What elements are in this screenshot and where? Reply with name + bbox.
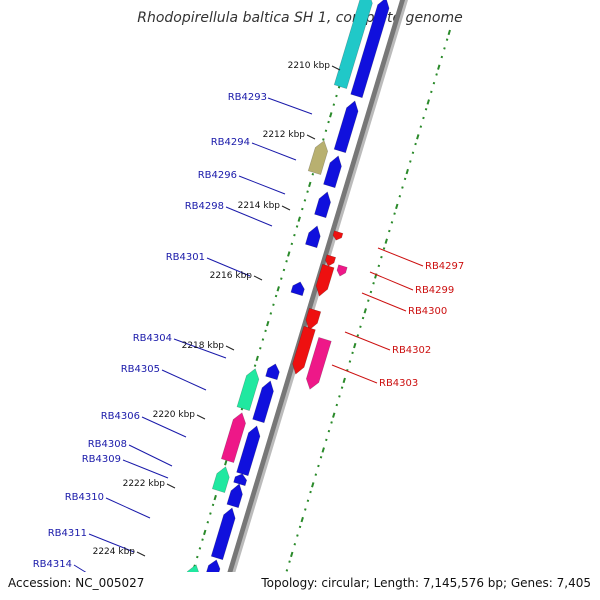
gene-arrow-rev-0[interactable] (332, 230, 344, 241)
reverse-gene-labels: RB4297 RB4299 RB4300 RB4302 RB4303 (379, 261, 464, 389)
gene-label-rb4298[interactable]: RB4298 (185, 201, 224, 212)
gene-arrow-fwd-7[interactable] (252, 380, 274, 424)
gene-arrow-fwd-8[interactable] (236, 425, 261, 477)
gene-label-rb4306[interactable]: RB4306 (101, 411, 140, 422)
gene-block-outer-1[interactable] (307, 140, 329, 175)
kbp-label: 2210 kbp (288, 61, 331, 71)
label-leaders (73, 97, 424, 587)
gene-block-outer-3[interactable] (220, 412, 246, 463)
kbp-scale: 2210 kbp 2212 kbp 2214 kbp 2216 kbp 2218… (93, 61, 341, 557)
backbone (219, 0, 405, 600)
gene-arrow-rev-6[interactable] (305, 337, 332, 390)
gene-arrow-fwd-10[interactable] (226, 483, 243, 509)
gene-label-rb4310[interactable]: RB4310 (65, 492, 104, 503)
gene-block-outer-4[interactable] (211, 466, 230, 493)
gene-arrow-fwd-2[interactable] (323, 155, 342, 189)
gene-arrow-rev-1[interactable] (325, 254, 337, 267)
gene-features (181, 0, 390, 599)
gene-arrow-fwd-5[interactable] (290, 281, 305, 297)
gene-label-rb4293[interactable]: RB4293 (228, 92, 267, 103)
kbp-label: 2212 kbp (263, 130, 306, 140)
gene-label-rb4311[interactable]: RB4311 (48, 528, 87, 539)
gene-block-outer-0[interactable] (333, 0, 373, 89)
gene-arrow-fwd-1[interactable] (333, 100, 359, 154)
kbp-label: 2224 kbp (93, 547, 136, 557)
kbp-label: 2216 kbp (210, 271, 253, 281)
gene-label-rb4303[interactable]: RB4303 (379, 378, 418, 389)
gene-label-rb4296[interactable]: RB4296 (198, 170, 237, 181)
gene-label-rb4301[interactable]: RB4301 (166, 252, 205, 263)
accession-text: Accession: NC_005027 (8, 576, 144, 590)
summary-text: Topology: circular; Length: 7,145,576 bp… (260, 576, 591, 590)
map-title: Rhodopirellula baltica SH 1, complete ge… (137, 10, 463, 26)
footer-backdrop (0, 572, 600, 600)
gene-arrow-fwd-9[interactable] (233, 473, 248, 487)
gene-arrow-fwd-3[interactable] (314, 191, 331, 219)
gene-label-rb4309[interactable]: RB4309 (82, 454, 121, 465)
gene-arrow-rev-2[interactable] (336, 264, 348, 277)
kbp-label: 2218 kbp (182, 341, 225, 351)
gene-arrow-rev-4[interactable] (305, 307, 322, 331)
gene-label-rb4302[interactable]: RB4302 (392, 345, 431, 356)
kbp-label: 2222 kbp (123, 479, 166, 489)
dotted-guide-left (183, 7, 364, 600)
gene-label-rb4308[interactable]: RB4308 (88, 439, 127, 450)
gene-label-rb4304[interactable]: RB4304 (133, 333, 172, 344)
gene-label-rb4294[interactable]: RB4294 (211, 137, 250, 148)
kbp-label: 2220 kbp (153, 410, 196, 420)
gene-label-rb4300[interactable]: RB4300 (408, 306, 447, 317)
gene-arrow-fwd-0[interactable] (350, 0, 390, 99)
gene-label-rb4305[interactable]: RB4305 (121, 364, 160, 375)
gene-label-rb4297[interactable]: RB4297 (425, 261, 464, 272)
gene-arrow-fwd-4[interactable] (305, 225, 321, 249)
kbp-label: 2214 kbp (238, 201, 281, 211)
gene-block-outer-2[interactable] (236, 368, 260, 411)
gene-label-rb4299[interactable]: RB4299 (415, 285, 454, 296)
gene-arrow-rev-5[interactable] (292, 325, 316, 375)
gene-arrow-fwd-6[interactable] (265, 363, 280, 381)
gene-arrow-rev-3[interactable] (315, 263, 335, 297)
gene-arrow-fwd-11[interactable] (210, 507, 236, 561)
forward-gene-labels: RB4293 RB4294 RB4296 RB4298 RB4301 RB430… (33, 92, 267, 570)
gene-label-rb4314[interactable]: RB4314 (33, 559, 72, 570)
